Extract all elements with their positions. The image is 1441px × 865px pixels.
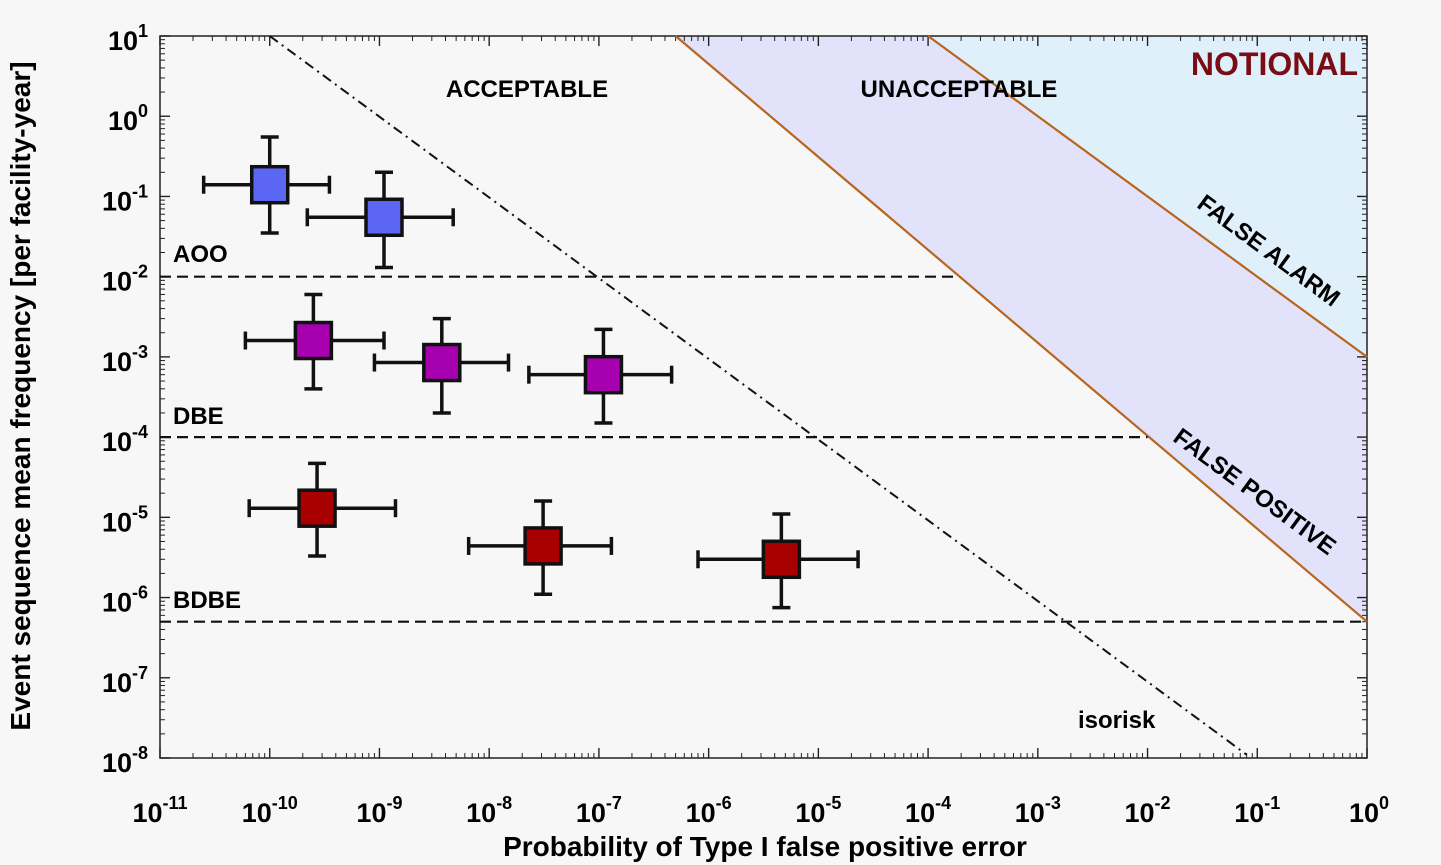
y-tick-label: 10-4 [102, 422, 148, 457]
x-tick-label: 10-8 [466, 793, 512, 828]
x-tick-label: 10-9 [356, 793, 402, 828]
y-tick-label: 10-5 [102, 502, 148, 537]
x-tick-label: 100 [1349, 793, 1389, 828]
x-tick-label: 10-5 [795, 793, 841, 828]
x-axis-label: Probability of Type I false positive err… [503, 831, 1027, 862]
data-marker [583, 354, 624, 395]
y-tick-label: 100 [108, 101, 148, 136]
false-alarm-boundary [927, 35, 1368, 358]
y-tick-label: 10-1 [102, 181, 148, 216]
isorisk-line [269, 35, 1248, 756]
ticks-layer [159, 35, 1368, 759]
y-tick-label: 10-6 [102, 583, 148, 618]
x-tick-label: 10-2 [1125, 793, 1171, 828]
data-marker [761, 539, 802, 580]
data-marker [422, 342, 462, 383]
data-point [305, 170, 455, 270]
aoo-label: AOO [173, 241, 228, 268]
y-tick-label: 101 [108, 21, 148, 56]
data-marker [364, 197, 404, 238]
data-point [247, 461, 398, 558]
x-tick-label: 10-6 [686, 793, 732, 828]
data-marker [249, 164, 290, 205]
x-tick-label: 10-1 [1234, 793, 1280, 828]
data-point [527, 327, 674, 425]
isorisk-label: isorisk [1078, 707, 1156, 734]
data-point [243, 292, 386, 391]
notional-label: NOTIONAL [1191, 46, 1358, 82]
tick-labels-layer: 10-11 10-10 10-9 10-8 10-7 10-6 10-5 10-4 10-3 10… [102, 21, 1389, 828]
unacceptable-label: UNACCEPTABLE [861, 76, 1058, 103]
dbe-label: DBE [173, 403, 224, 430]
plot-frame [159, 35, 1368, 759]
data-marker [293, 320, 334, 361]
data-marker [523, 526, 563, 566]
x-tick-label: 10-11 [132, 793, 187, 828]
reference-lines-layer [160, 35, 1368, 756]
y-tick-label: 10-8 [102, 743, 148, 778]
y-tick-label: 10-7 [102, 663, 148, 698]
data-marker [297, 488, 337, 528]
x-tick-label: 10-3 [1015, 793, 1061, 828]
x-tick-label: 10-10 [242, 793, 298, 828]
data-point [466, 499, 614, 596]
acceptable-label: ACCEPTABLE [446, 76, 608, 103]
data-point [201, 135, 332, 235]
y-axis-label: Event sequence mean frequency [per facil… [5, 61, 36, 730]
x-tick-label: 10-7 [576, 793, 622, 828]
false-positive-boundary [674, 35, 1368, 623]
data-point [372, 316, 511, 415]
data-points-layer [201, 135, 860, 610]
x-tick-label: 10-4 [905, 793, 951, 828]
data-point [696, 512, 860, 610]
bdbe-label: BDBE [173, 587, 241, 614]
y-tick-label: 10-3 [102, 342, 148, 377]
y-tick-label: 10-2 [102, 262, 148, 297]
